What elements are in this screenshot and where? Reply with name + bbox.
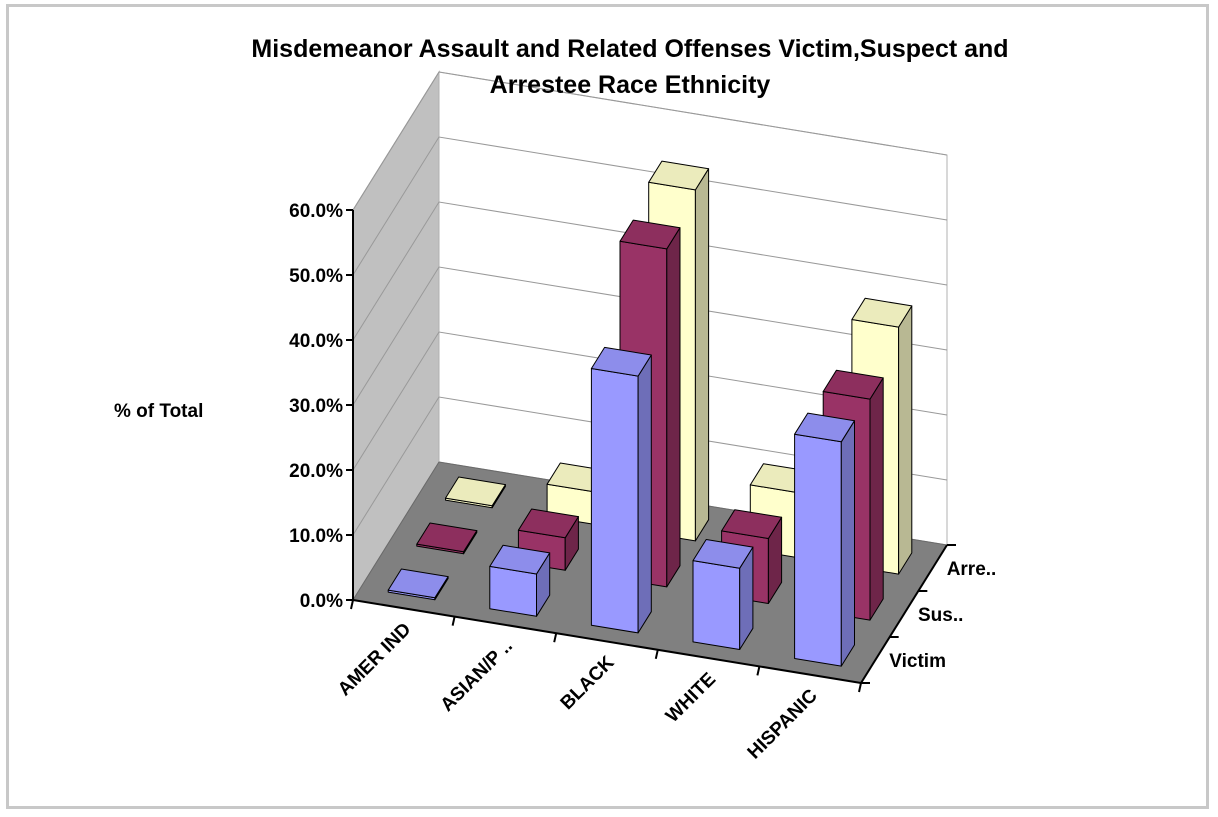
gridlines	[352, 71, 948, 536]
chart-title-line-1: Misdemeanor Assault and Related Offenses…	[251, 35, 1008, 63]
x-tick-label: BLACK	[557, 652, 619, 714]
bar-side-face	[637, 354, 652, 634]
bar	[387, 568, 449, 601]
bar-side-face	[898, 305, 913, 575]
gridline	[352, 331, 948, 471]
y-tick-label: 10.0%	[289, 526, 343, 547]
depth-tick-label: Victim	[889, 651, 946, 672]
x-tick-label: HISPANIC	[744, 685, 822, 763]
bar-top-face	[619, 219, 681, 250]
x-tick-label: AMER IND	[334, 619, 415, 700]
bar-front-face	[794, 433, 842, 667]
y-tick-label: 20.0%	[289, 461, 343, 482]
bar	[416, 522, 478, 555]
x-axis-line	[352, 599, 862, 684]
bars	[387, 160, 913, 667]
x-tick	[451, 616, 456, 626]
x-tick	[350, 599, 354, 610]
gridline	[352, 71, 948, 211]
bar	[794, 412, 855, 667]
bar	[590, 346, 652, 634]
axes	[346, 209, 956, 693]
bar	[692, 539, 754, 650]
bar-front-face	[692, 560, 741, 650]
bar-side-face	[694, 168, 710, 542]
depth-tick-label: Arre..	[947, 559, 997, 580]
gridline	[352, 266, 948, 406]
y-tick-label: 30.0%	[289, 396, 343, 417]
gridline	[352, 201, 948, 341]
bar-top-face	[387, 568, 449, 599]
bar-top-face	[851, 297, 913, 328]
bar-top-face	[692, 539, 754, 569]
bar-top-face	[721, 509, 783, 539]
y-axis-title: % of Total	[114, 401, 203, 422]
bar-side-face	[666, 227, 681, 588]
gridline	[352, 396, 948, 536]
x-tick	[654, 649, 659, 660]
x-tick	[553, 632, 558, 643]
y-tick-label: 40.0%	[289, 331, 343, 352]
y-tick-label: 0.0%	[300, 591, 343, 612]
bar-side-face	[869, 377, 884, 621]
gridline	[352, 136, 948, 276]
bar-side-face	[840, 420, 855, 667]
bar-top-face	[794, 412, 855, 443]
depth-axis-line	[860, 544, 948, 684]
y-tick-label: 60.0%	[289, 201, 343, 222]
y-tick-label: 50.0%	[289, 266, 343, 287]
bar-front-face	[489, 565, 537, 617]
bar-top-face	[822, 369, 884, 400]
bar	[445, 476, 506, 509]
bar-top-face	[445, 476, 506, 507]
bar-top-face	[648, 160, 710, 191]
x-tick	[756, 666, 761, 676]
bar-top-face	[517, 508, 579, 539]
bar-top-face	[590, 346, 652, 377]
x-tick-label: WHITE	[662, 669, 720, 727]
x-tick-label: ASIAN/P ..	[437, 636, 517, 716]
chart-title-line-2: Arrestee Race Ethnicity	[490, 71, 771, 99]
x-tick	[858, 682, 862, 693]
bar	[489, 544, 551, 617]
bar-top-face	[489, 544, 551, 575]
depth-tick-label: Sus..	[918, 605, 963, 626]
bar-front-face	[590, 368, 639, 634]
bar-top-face	[416, 522, 478, 553]
